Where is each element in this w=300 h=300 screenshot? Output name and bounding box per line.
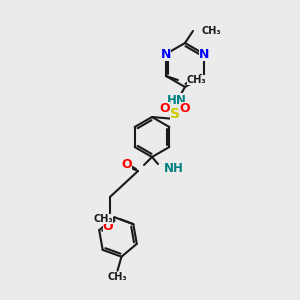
Text: O: O bbox=[122, 158, 132, 170]
Text: O: O bbox=[160, 103, 170, 116]
Text: N: N bbox=[199, 47, 209, 61]
Text: NH: NH bbox=[164, 163, 184, 176]
Text: S: S bbox=[170, 107, 180, 121]
Text: O: O bbox=[180, 103, 190, 116]
Text: CH₃: CH₃ bbox=[187, 75, 207, 85]
Text: CH₃: CH₃ bbox=[108, 272, 127, 282]
Text: CH₃: CH₃ bbox=[201, 26, 220, 36]
Text: O: O bbox=[103, 220, 113, 233]
Text: N: N bbox=[161, 47, 171, 61]
Text: CH₃: CH₃ bbox=[94, 214, 113, 224]
Text: HN: HN bbox=[167, 94, 187, 106]
